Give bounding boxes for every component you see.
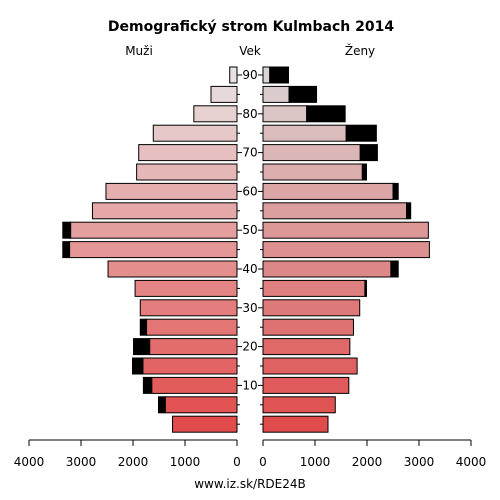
female-bar-90+ — [262, 66, 271, 84]
male-bar-20-24 — [149, 338, 238, 356]
female-bar-15-19 — [262, 357, 358, 375]
female-x-label-4000: 4000 — [456, 455, 487, 469]
male-bar-50-54 — [70, 221, 238, 239]
female-bar-10-14 — [262, 376, 350, 394]
female-excess-75-79 — [345, 124, 377, 142]
age-axis-label: Vek — [239, 44, 261, 58]
female-bar-65-69 — [262, 163, 363, 181]
age-label-60: 60 — [242, 184, 257, 198]
male-excess-20-24 — [133, 338, 151, 356]
footer-url: www.iz.sk/RDE24B — [194, 477, 306, 491]
female-bar-80-84 — [262, 105, 308, 123]
female-bar-50-54 — [262, 221, 429, 239]
male-bar-45-49 — [69, 241, 238, 259]
female-bar-40-44 — [262, 260, 392, 278]
female-bar-5-9 — [262, 396, 336, 414]
male-bar-70-74 — [138, 144, 238, 162]
male-excess-45-49 — [62, 241, 71, 259]
female-bar-60-64 — [262, 182, 394, 200]
female-label: Ženy — [345, 43, 375, 58]
male-bar-60-64 — [105, 182, 238, 200]
male-x-label-0: 0 — [233, 455, 241, 469]
male-x-label-3000: 3000 — [66, 455, 97, 469]
male-excess-25-29 — [139, 318, 148, 336]
male-bar-55-59 — [91, 202, 238, 220]
female-excess-85-89 — [288, 85, 318, 103]
age-label-20: 20 — [242, 340, 257, 354]
male-excess-10-14 — [142, 376, 153, 394]
male-bar-40-44 — [107, 260, 238, 278]
female-bar-20-24 — [262, 338, 351, 356]
female-excess-55-59 — [406, 202, 412, 220]
male-bar-30-34 — [139, 299, 238, 317]
female-excess-80-84 — [306, 105, 346, 123]
female-excess-35-39 — [364, 279, 367, 297]
female-excess-65-69 — [361, 163, 367, 181]
male-bar-90+ — [229, 66, 238, 84]
female-bar-25-29 — [262, 318, 354, 336]
female-bar-0-4 — [262, 415, 329, 433]
male-bar-10-14 — [151, 376, 238, 394]
male-excess-15-19 — [131, 357, 144, 375]
age-label-80: 80 — [242, 107, 257, 121]
female-bar-55-59 — [262, 202, 408, 220]
female-bar-30-34 — [262, 299, 361, 317]
female-bar-35-39 — [262, 279, 366, 297]
male-bar-25-29 — [146, 318, 238, 336]
age-label-30: 30 — [242, 301, 257, 315]
male-bar-75-79 — [152, 124, 238, 142]
age-label-10: 10 — [242, 378, 257, 392]
female-x-label-1000: 1000 — [300, 455, 331, 469]
male-bar-5-9 — [164, 396, 238, 414]
male-bar-85-89 — [210, 85, 238, 103]
female-x-label-2000: 2000 — [352, 455, 383, 469]
male-x-label-2000: 2000 — [118, 455, 149, 469]
female-bar-45-49 — [262, 241, 430, 259]
age-label-40: 40 — [242, 262, 257, 276]
female-bar-75-79 — [262, 124, 347, 142]
chart-title: Demografický strom Kulmbach 2014 — [108, 19, 394, 35]
female-excess-60-64 — [392, 182, 399, 200]
male-bar-65-69 — [136, 163, 238, 181]
male-label: Muži — [125, 44, 153, 58]
female-excess-70-74 — [359, 144, 378, 162]
male-bar-0-4 — [172, 415, 238, 433]
age-label-50: 50 — [242, 223, 257, 237]
age-label-90: 90 — [242, 68, 257, 82]
female-x-label-0: 0 — [259, 455, 267, 469]
female-bar-70-74 — [262, 144, 361, 162]
age-label-70: 70 — [242, 146, 257, 160]
female-excess-40-44 — [390, 260, 399, 278]
female-bar-85-89 — [262, 85, 290, 103]
male-bar-80-84 — [193, 105, 238, 123]
female-excess-90+ — [269, 66, 289, 84]
male-excess-50-54 — [62, 221, 72, 239]
male-x-label-1000: 1000 — [170, 455, 201, 469]
male-bar-15-19 — [142, 357, 238, 375]
male-x-label-4000: 4000 — [14, 455, 45, 469]
female-x-label-3000: 3000 — [404, 455, 435, 469]
male-bar-35-39 — [134, 279, 238, 297]
axes-group: 10 20 30 40 50 60 70 80 90 4000 4000 3000 3000 2000 20… — [14, 68, 487, 469]
male-excess-5-9 — [157, 396, 166, 414]
